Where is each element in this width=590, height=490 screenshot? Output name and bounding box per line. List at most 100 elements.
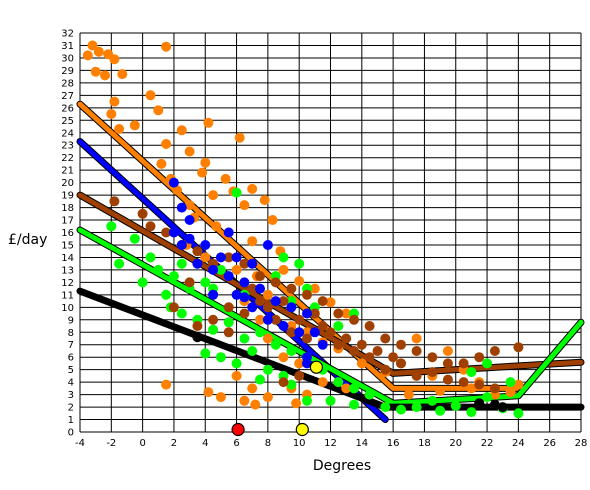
data-point [262,302,273,313]
data-point [129,120,140,131]
y-tick-label: 12 [61,278,74,289]
x-tick-label: 20 [449,438,462,449]
y-tick-label: 4 [68,378,74,389]
data-point [262,240,273,250]
data-point [325,395,336,406]
data-point [286,327,297,338]
data-point [489,346,500,356]
x-tick-label: 24 [512,438,525,449]
data-point [294,370,305,381]
data-point [153,105,164,116]
data-point [411,346,422,356]
y-tick-label: 21 [61,166,74,177]
y-tick-label: 9 [68,315,74,326]
data-point [231,358,242,369]
data-points [82,40,524,419]
data-point [161,379,172,390]
data-point [458,377,469,388]
data-point [286,283,297,294]
data-point [197,167,208,178]
x-tick-label: 22 [481,438,494,449]
y-tick-label: 19 [61,191,74,202]
data-point [458,358,469,369]
data-point [403,389,414,400]
data-point [250,399,261,410]
data-point [302,289,312,300]
data-point [474,398,485,409]
data-point [234,132,245,143]
data-point [427,367,438,378]
data-point [466,407,477,418]
y-tick-label: 10 [61,303,74,314]
data-point [200,348,211,359]
data-point [153,264,164,275]
data-point [223,327,234,338]
y-tick-label: 1 [68,415,74,426]
data-point [442,346,453,356]
trend-line [77,192,584,376]
data-point [161,41,172,52]
data-point [176,125,187,136]
data-point [442,374,453,385]
data-point [294,358,305,369]
data-point [259,195,270,206]
data-point [239,333,250,344]
data-point [247,383,258,394]
x-tick-label: 10 [293,438,306,449]
data-point [364,389,375,400]
data-point [435,405,446,416]
x-tick-label: 4 [202,438,208,449]
data-point [262,364,273,375]
data-point [156,158,167,169]
data-point [286,346,297,356]
data-point [435,385,446,396]
data-point [482,392,493,403]
data-point [200,157,211,168]
data-point [466,367,477,378]
data-point [129,233,140,244]
data-point [356,339,367,350]
data-point [513,379,524,390]
data-point [145,90,156,101]
data-point [106,221,117,232]
data-point [231,370,242,381]
data-point [247,346,258,356]
x-tick-label: 0 [139,438,145,449]
data-point [239,277,250,288]
data-point [93,46,104,57]
data-point [278,377,289,388]
data-point [200,277,211,288]
data-point [364,321,375,331]
data-point [145,252,156,263]
data-point [380,402,391,413]
data-point [356,358,367,369]
data-point [114,124,125,134]
data-point [168,227,179,238]
data-point [489,383,500,394]
data-point [145,221,156,232]
x-tick-label: 2 [171,438,177,449]
data-point [208,264,219,275]
y-tick-label: 27 [61,91,74,102]
data-point [396,404,406,415]
data-point [341,308,352,319]
y-tick-label: 7 [68,340,74,351]
data-point [239,258,250,269]
data-point [513,342,524,353]
data-point [192,246,203,257]
data-point [223,227,234,238]
data-point [192,321,203,331]
data-point [106,109,117,119]
data-point [192,332,203,343]
data-point [184,233,195,244]
data-point [474,379,485,390]
data-point [333,321,344,331]
y-tick-label: 17 [61,216,74,227]
data-point [208,324,219,335]
data-point [505,387,516,398]
y-tick-label: 30 [61,53,74,64]
y-tick-label: 16 [61,228,74,239]
data-point [255,314,265,325]
data-point [278,264,289,275]
